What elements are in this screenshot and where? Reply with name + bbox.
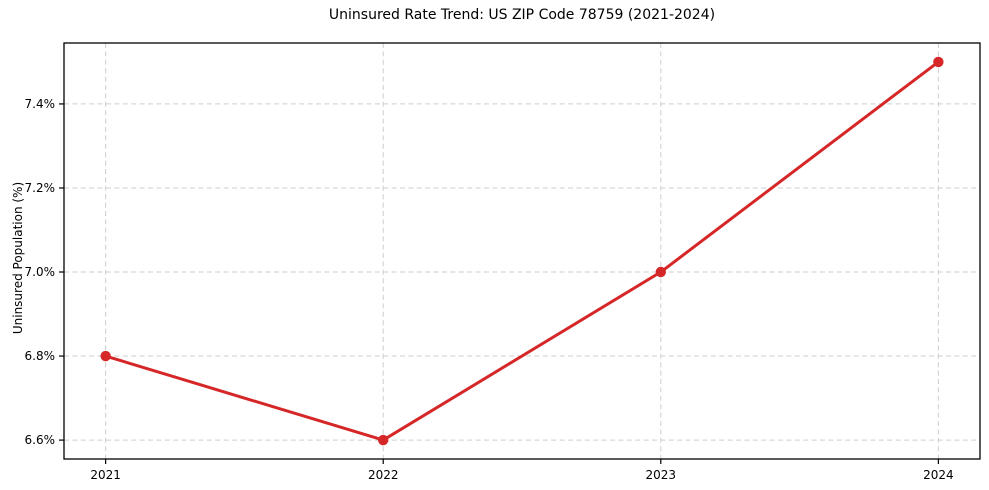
data-point-marker: [655, 266, 666, 278]
data-point-marker: [100, 350, 111, 362]
x-tick-label: 2023: [646, 468, 677, 482]
data-point-marker: [378, 434, 389, 446]
plot-border: [63, 42, 981, 460]
x-tick-label: 2022: [368, 468, 399, 482]
y-tick-label: 6.6%: [25, 433, 56, 447]
y-tick-label: 7.2%: [25, 181, 56, 195]
chart-title: Uninsured Rate Trend: US ZIP Code 78759 …: [328, 7, 716, 23]
y-tick-label: 6.8%: [25, 349, 56, 363]
x-tick-label: 2024: [923, 468, 954, 482]
trend-line: [104, 60, 940, 442]
x-tick-label: 2021: [90, 468, 121, 482]
data-point-marker: [933, 56, 944, 68]
y-tick-label: 7.0%: [25, 265, 56, 279]
y-tick-label: 7.4%: [25, 97, 56, 111]
